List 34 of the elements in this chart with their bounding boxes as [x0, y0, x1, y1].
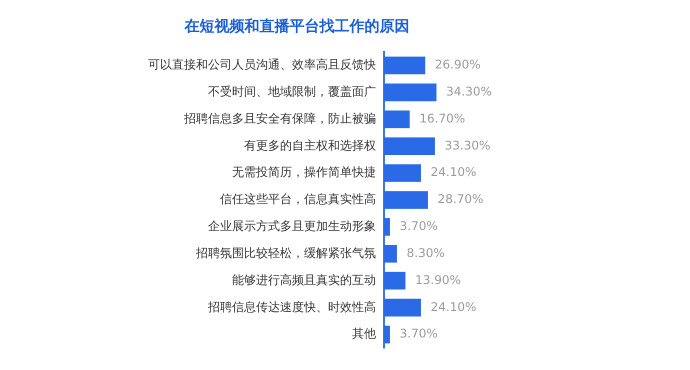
data-label: 33.30%	[444, 138, 490, 152]
bar	[384, 326, 390, 344]
data-label: 8.30%	[406, 246, 445, 260]
y-tick-label: 有更多的自主权和选择权	[244, 138, 376, 152]
y-tick-label: 招聘信息多且安全有保障，防止被骗	[183, 111, 376, 126]
y-tick-label: 不受时间、地域限制，覆盖面广	[208, 84, 376, 98]
data-label: 13.90%	[415, 272, 461, 287]
chart-title: 在短视频和直播平台找工作的原因	[184, 16, 410, 35]
data-label: 3.70%	[400, 219, 438, 234]
bar	[384, 110, 410, 128]
data-label: 34.30%	[446, 84, 492, 98]
y-tick-label: 信任这些平台，信息真实性高	[220, 192, 376, 206]
bar	[384, 298, 421, 316]
data-label: 3.70%	[400, 326, 438, 341]
bar	[384, 137, 435, 156]
bar	[384, 244, 397, 263]
data-label: 16.70%	[419, 111, 466, 126]
y-tick-label: 其他	[352, 326, 376, 341]
bar	[384, 272, 406, 290]
y-tick-label: 能够进行高频且真实的互动	[232, 272, 376, 287]
y-tick-label: 企业展示方式多且更加生动形象	[208, 219, 376, 234]
y-tick-label: 招聘氛围比较轻松，缓解紧张气氛	[195, 246, 376, 260]
data-label: 24.10%	[430, 300, 476, 314]
data-label: 26.90%	[434, 58, 481, 72]
data-label: 28.70%	[438, 192, 484, 206]
bar	[384, 218, 390, 236]
bar	[384, 164, 421, 182]
y-tick-label: 可以直接和公司人员沟通、效率高且反馈快	[148, 58, 376, 72]
y-tick-label: 招聘信息传达速度快、时效性高	[207, 300, 376, 314]
data-label: 24.10%	[430, 165, 476, 180]
y-tick-label: 无需投简历，操作简单快捷	[232, 165, 376, 180]
bar	[384, 191, 428, 209]
bar	[384, 84, 436, 102]
bar	[384, 56, 426, 74]
